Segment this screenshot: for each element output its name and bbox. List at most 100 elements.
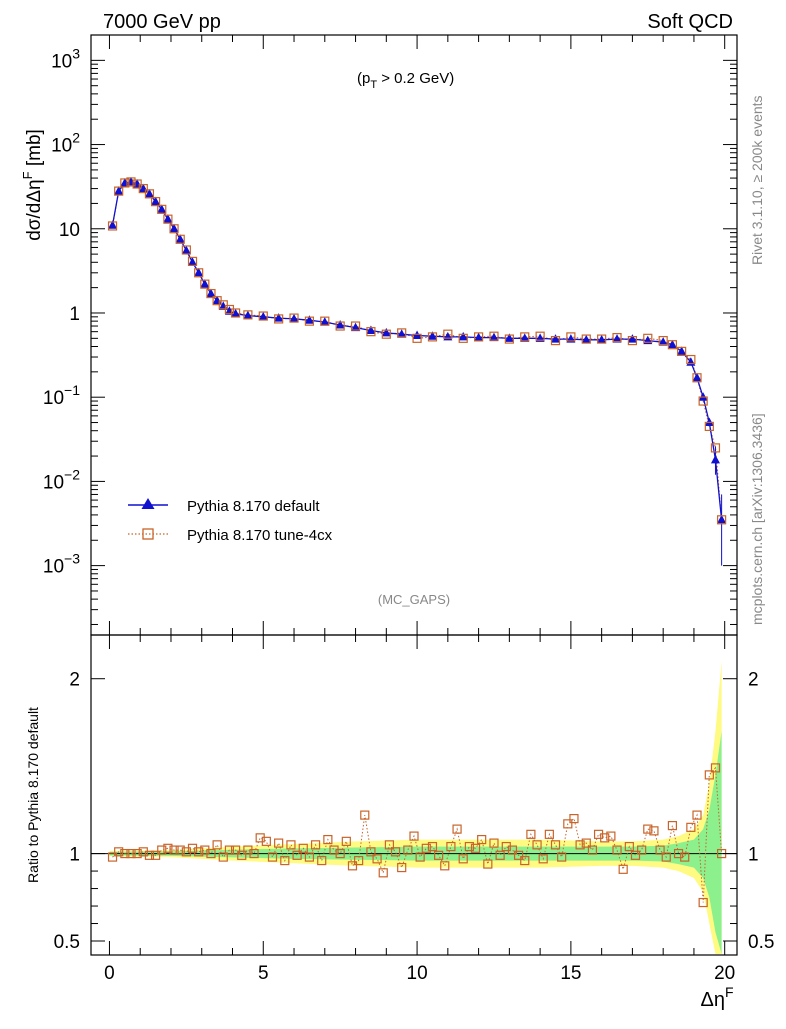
ratio-y-tick-label-right: 0.5: [748, 932, 774, 953]
marker-default: [677, 346, 687, 355]
ratio-y-tick-label-right: 2: [748, 670, 759, 691]
ratio-marker: [126, 848, 136, 859]
ratio-marker: [680, 852, 690, 862]
x-axis-label: ΔηF: [700, 984, 733, 1011]
ratio-series-line: [112, 766, 723, 903]
marker-tune: [194, 268, 204, 278]
marker-default: [551, 334, 561, 343]
marker-tune: [206, 288, 216, 299]
ratio-marker: [575, 840, 585, 850]
marker-default: [175, 234, 185, 243]
ratio-marker: [335, 848, 345, 859]
main-y-tick-label: 1: [69, 304, 80, 325]
ratio-marker: [483, 859, 493, 869]
ratio-marker: [581, 838, 591, 848]
ratio-marker: [421, 843, 431, 853]
marker-tune: [597, 334, 607, 344]
marker-default: [151, 196, 161, 206]
ratio-marker: [390, 847, 401, 857]
ratio-band-yellow: [109, 661, 722, 954]
ratio-marker: [624, 841, 634, 852]
marker-tune: [335, 321, 345, 331]
legend-square-icon: [142, 528, 154, 540]
ratio-marker: [341, 836, 351, 846]
marker-default: [274, 313, 284, 322]
marker-default: [304, 315, 314, 324]
header-left: 7000 GeV pp: [103, 11, 221, 33]
legend-item-default: Pythia 8.170 default: [128, 498, 320, 515]
marker-tune: [304, 316, 315, 326]
marker-tune: [686, 354, 696, 365]
ratio-marker: [637, 845, 647, 855]
ratio-marker: [538, 854, 548, 864]
ratio-marker: [470, 843, 481, 853]
ratio-marker: [206, 848, 216, 859]
marker-tune: [175, 234, 185, 244]
marker-tune: [535, 331, 545, 341]
ratio-marker: [372, 854, 382, 864]
ratio-marker: [612, 845, 622, 855]
legend-item-tune: Pythia 8.170 tune-4cx: [128, 527, 333, 544]
marker-tune: [412, 333, 422, 343]
marker-tune: [710, 443, 721, 453]
main-y-tick-label: 10−3: [43, 551, 80, 578]
ratio-y-tick-label-left: 0.5: [54, 932, 80, 953]
ratio-marker: [655, 845, 665, 855]
main-y-axis-label: dσ/dΔηF [mb]: [20, 129, 45, 241]
marker-default: [243, 310, 253, 320]
marker-tune: [698, 396, 708, 406]
ratio-marker: [643, 824, 653, 834]
marker-default: [692, 372, 702, 382]
x-tick-label: 20: [714, 963, 735, 984]
ratio-marker: [286, 840, 296, 850]
marker-default: [489, 332, 499, 342]
marker-default: [157, 204, 167, 213]
marker-default: [474, 332, 484, 342]
marker-default: [320, 317, 330, 326]
main-y-tick-label: 10−2: [43, 466, 80, 493]
ratio-marker: [710, 763, 721, 773]
ratio-marker: [267, 852, 278, 862]
marker-tune: [658, 335, 668, 346]
ratio-marker: [630, 850, 641, 860]
marker-default: [258, 311, 268, 321]
marker-default: [169, 223, 179, 233]
marker-default: [114, 186, 124, 195]
ratio-marker: [618, 864, 628, 874]
marker-tune: [550, 335, 561, 346]
ratio-marker: [354, 855, 364, 866]
ratio-marker: [274, 838, 284, 848]
marker-tune: [289, 313, 299, 323]
ratio-marker: [144, 850, 155, 860]
ratio-marker: [427, 841, 438, 852]
ratio-marker: [606, 831, 616, 841]
ratio-marker: [600, 833, 610, 843]
ratio-marker: [587, 845, 598, 855]
ratio-marker: [563, 819, 573, 829]
main-series-layer: [107, 176, 727, 566]
marker-default: [427, 331, 437, 340]
ratio-marker: [440, 861, 450, 871]
marker-default: [698, 392, 708, 401]
ratio-marker: [114, 847, 124, 857]
ratio-marker: [261, 836, 271, 846]
marker-tune: [151, 197, 161, 207]
marker-tune: [443, 329, 453, 339]
marker-tune: [169, 224, 179, 234]
x-tick-label: 10: [407, 963, 428, 984]
ratio-plot-band: [91, 661, 737, 954]
marker-default: [181, 245, 191, 255]
ratio-series-layer: [107, 763, 727, 908]
ratio-marker: [415, 852, 425, 862]
ratio-marker: [151, 850, 161, 860]
ratio-marker: [310, 840, 321, 850]
rivet-label: Rivet 3.1.10, ≥ 200k events: [749, 95, 765, 265]
marker-tune: [200, 279, 210, 289]
ratio-marker: [298, 843, 308, 853]
marker-tune: [667, 340, 678, 350]
ratio-marker: [446, 841, 456, 852]
ratio-marker: [532, 840, 542, 850]
ratio-marker: [477, 834, 487, 845]
ratio-marker: [667, 821, 678, 831]
ratio-marker: [194, 847, 204, 857]
